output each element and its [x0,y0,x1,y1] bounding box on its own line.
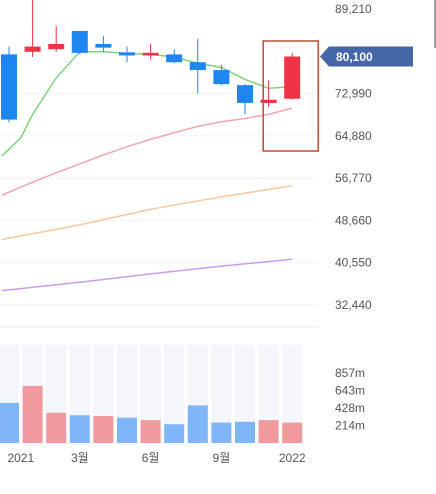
volume-bar [211,422,232,443]
volume-column-bg [235,345,255,443]
volume-column-bg [211,345,232,443]
candle-body [95,43,112,48]
candle [237,84,253,115]
candle [1,46,17,123]
volume-tick-label: 857m [335,366,365,380]
candle [24,0,41,58]
x-axis: 2021 3월 6월 9월 2022 [7,451,305,465]
candle [284,52,301,100]
candle-body [213,70,230,85]
moving-average-line [1,258,293,292]
candle-body [260,99,277,103]
volume-bar [22,385,43,443]
volume-tick-label: 214m [335,419,365,433]
volume-bar [0,402,19,443]
volume-bar [164,424,185,443]
candle [260,80,277,108]
x-tick-label: 2022 [279,451,306,465]
volume-bar [93,416,114,443]
x-tick-label: 9월 [213,451,231,465]
moving-average-line [1,185,293,241]
grid [0,0,436,328]
volume-column-bg [258,345,279,443]
candle [119,46,135,63]
volume-column-bg [282,345,303,443]
candle-body [142,52,159,56]
candle [213,64,230,86]
volume-tick-label: 428m [335,401,365,415]
moving-average-line [1,107,293,196]
volume-column-bg [140,345,161,443]
candle [142,43,159,60]
x-tick-label: 2021 [7,451,34,465]
price-tick-label: 64,880 [335,129,372,143]
volume-bar [69,415,90,443]
volume-bar [187,405,208,443]
volume-bar [258,420,279,443]
highlight-rectangle [262,40,320,152]
candle-body [1,54,17,120]
candle [95,36,112,52]
candle [166,49,183,64]
price-tick-label: 89,210 [335,2,372,16]
volume-bar [140,420,161,443]
price-axis: 89,210 72,990 64,880 56,770 48,660 40,550 32,4… [335,2,372,312]
candle-body [24,46,41,52]
price-tag-shape [320,46,413,67]
candle-body [237,85,253,103]
price-tick-label: 40,550 [335,256,372,270]
price-tick-label: 56,770 [335,171,372,185]
x-tick-label: 3월 [71,451,89,465]
candle-body [48,43,65,50]
volume-tick-label: 643m [335,383,365,397]
candle [189,38,206,94]
volume-bar [117,417,137,443]
volume-bar [282,422,303,443]
volume-axis: 857m 643m 428m 214m [335,366,365,433]
candle-body [284,56,301,99]
moving-average-line [1,51,293,157]
volume-bars [0,385,303,443]
candle-body [119,52,135,56]
current-price-label: 80,100 [336,50,373,64]
price-tick-label: 32,440 [335,298,372,312]
volume-column-bg [164,345,185,443]
moving-averages [1,51,293,292]
current-price-tag[interactable]: 80,100 [320,46,413,67]
candle [71,30,88,55]
price-tick-label: 72,990 [335,87,372,101]
price-tick-label: 48,660 [335,213,372,227]
highlight-box [262,40,320,152]
candle [48,25,65,52]
candle-body [71,30,88,53]
volume-bar [46,412,67,443]
candle-body [189,62,206,71]
candle-body [166,54,183,63]
candles [1,0,301,123]
x-tick-label: 6월 [142,451,160,465]
volume-bar [235,421,255,443]
